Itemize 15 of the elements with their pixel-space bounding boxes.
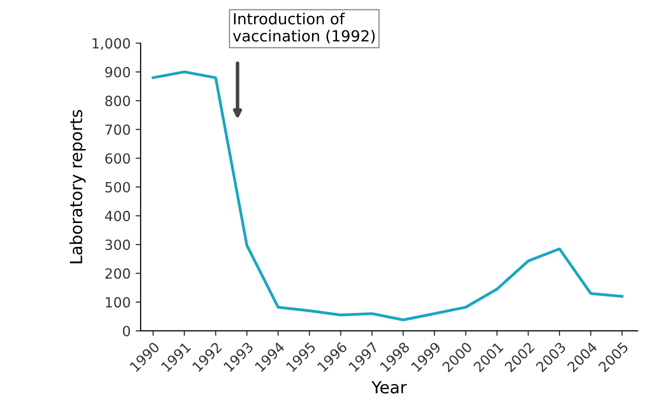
line-series <box>152 70 624 322</box>
annotation: Introduction of vaccination (1992) <box>233 12 375 44</box>
y-tick-label: 600 <box>105 153 130 164</box>
y-tick-label: 1,000 <box>92 38 130 50</box>
y-tick-label: 800 <box>105 96 130 106</box>
y-tick-label: 100 <box>106 297 130 308</box>
y-tick-label: 300 <box>105 240 130 250</box>
y-tick-label: 700 <box>106 124 130 135</box>
y-tick-label: 900 <box>105 66 130 78</box>
y-axis-title: Laboratory reports <box>69 110 86 264</box>
x-axis-title: Year <box>371 381 407 394</box>
y-tick-label: 500 <box>105 182 130 192</box>
y-tick-label: 0 <box>122 326 130 336</box>
y-tick-label: 400 <box>105 210 130 222</box>
y-tick-label: 200 <box>105 268 130 279</box>
